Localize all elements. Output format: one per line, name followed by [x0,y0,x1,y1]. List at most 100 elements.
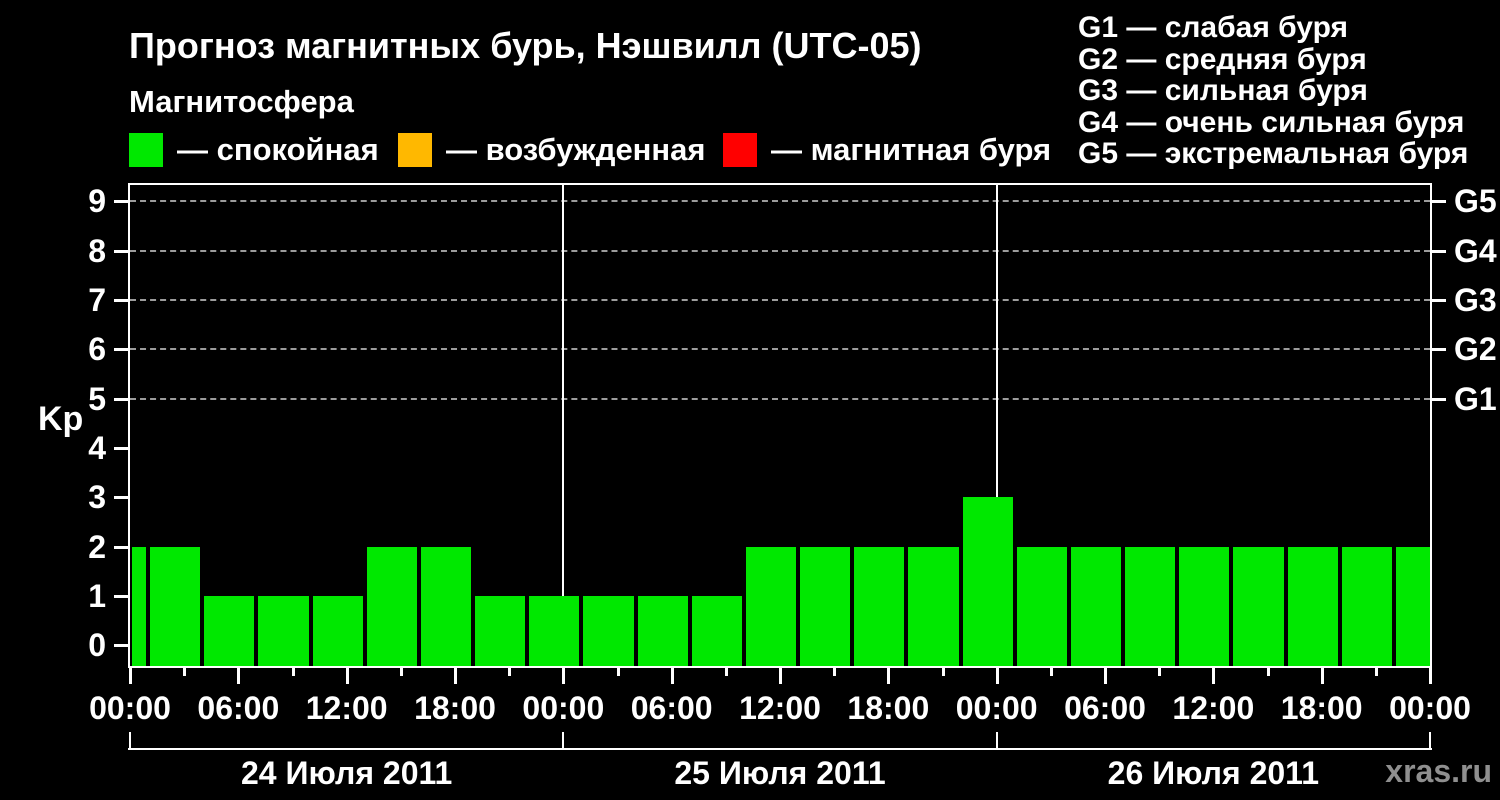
g2-scale-row: G2 — средняя буря [1078,42,1367,76]
g-level-label: G4 [1454,232,1497,269]
g1-scale-row: G1 — слабая буря [1078,11,1349,44]
kp-bar [312,595,363,666]
x-axis-tick [129,668,132,684]
x-axis-minor-tick [724,668,728,676]
x-axis-time-label: 12:00 [305,690,388,726]
legend-item-storm: — магнитная буря [723,133,1051,167]
x-axis-minor-tick [833,668,837,676]
date-label: 24 Июля 2011 [240,755,453,791]
gridline-kp-8 [130,249,1430,252]
x-axis-tick [1212,668,1216,684]
x-axis-tick [454,668,457,684]
x-axis-time-label: 12:00 [739,690,821,726]
x-axis-tick [1320,668,1324,684]
kp-bar [962,497,1013,666]
right-axis-tick [1432,249,1446,253]
g5-scale-row: G5 — экстремальная буря [1078,137,1469,171]
x-axis-time-label: 12:00 [1172,690,1255,726]
x-axis-minor-tick [616,668,620,676]
legend-item-excited: — возбужденная [398,133,705,167]
x-axis-time-label: 06:00 [630,690,713,726]
x-axis-time-label: 06:00 [1064,690,1146,726]
kp-bar [908,546,959,666]
x-axis-minor-tick [1266,668,1270,676]
kp-bar [800,546,851,666]
kp-bar [529,595,580,666]
y-axis-label: 8 [88,232,106,269]
g-level-label: G3 [1454,281,1497,318]
gridline-kp-6 [130,348,1430,351]
date-ruler-tick [1429,732,1431,748]
x-axis-tick [670,668,674,684]
x-axis-tick [237,668,241,684]
y-axis-label: 3 [88,479,106,516]
x-axis-minor-tick [941,668,945,676]
y-axis-tick [114,644,128,648]
x-axis-time-label: 00:00 [522,690,605,726]
x-axis-minor-tick [508,668,512,676]
x-axis-tick [887,668,891,684]
y-axis-label: 2 [88,528,106,565]
x-axis-tick [995,668,999,684]
kp-bar [637,595,688,666]
y-axis-tick [114,249,128,253]
g-level-label: G5 [1454,183,1497,220]
kp-bar [258,595,309,666]
kp-bar [1179,546,1230,666]
x-axis-time-label: 00:00 [89,690,171,726]
g-level-label: G2 [1454,331,1497,368]
gridline-kp-7 [130,298,1430,301]
y-axis-label: 5 [88,380,106,417]
kp-bar [1070,546,1122,666]
x-axis-time-label: 06:00 [197,690,280,726]
y-axis-label: 0 [88,627,106,664]
x-axis-minor-tick [1049,668,1053,676]
kp-bar [1125,546,1176,666]
page-title: Прогноз магнитных бурь, Нэшвилл (UTC-05) [129,25,922,66]
x-axis-minor-tick [1374,668,1378,676]
right-axis-tick [1432,397,1446,401]
date-ruler [128,748,1432,750]
date-label: 25 Июля 2011 [674,755,886,791]
y-axis-label: 7 [88,281,106,318]
legend-item-quiet: — спокойная [129,133,379,167]
right-axis-tick [1432,200,1446,204]
gridline-kp-9 [130,200,1430,203]
y-axis-label: 1 [88,577,106,614]
x-axis-time-label: 00:00 [955,690,1038,726]
x-axis-tick [562,668,566,684]
kp-bar [132,546,147,666]
x-axis-tick [779,668,782,684]
x-axis-minor-tick [291,668,295,676]
kp-bar [1395,546,1430,666]
kp-bar [745,546,797,666]
right-axis-tick [1432,298,1446,302]
quiet-color-swatch [129,133,163,167]
legend-label-quiet: — спокойная [177,132,379,167]
legend-label-storm: — магнитная буря [771,132,1052,167]
y-axis-label: 4 [88,429,106,466]
storm-color-swatch [723,133,757,167]
x-axis-time-label: 00:00 [1389,690,1471,726]
kp-plot-area [128,183,1432,668]
day-divider [562,185,565,666]
day-divider [995,185,998,666]
gridline-kp-5 [130,397,1430,400]
magnetosphere-label: Магнитосфера [129,84,354,119]
date-ruler-tick [129,732,131,748]
g3-scale-row: G3 — сильная буря [1078,74,1368,108]
y-axis-tick [114,496,128,500]
y-axis-title: Kp [38,400,84,438]
y-axis-tick [114,200,128,204]
kp-bar [204,595,255,666]
x-axis-tick [1429,668,1432,684]
x-axis-tick [345,668,349,684]
kp-bar [366,546,417,666]
date-label: 26 Июля 2011 [1107,755,1319,791]
kp-bar [475,595,526,666]
y-axis-tick [114,594,128,598]
y-axis-label: 9 [88,183,106,220]
y-axis-tick [114,545,128,549]
x-axis-time-label: 18:00 [1280,690,1363,726]
